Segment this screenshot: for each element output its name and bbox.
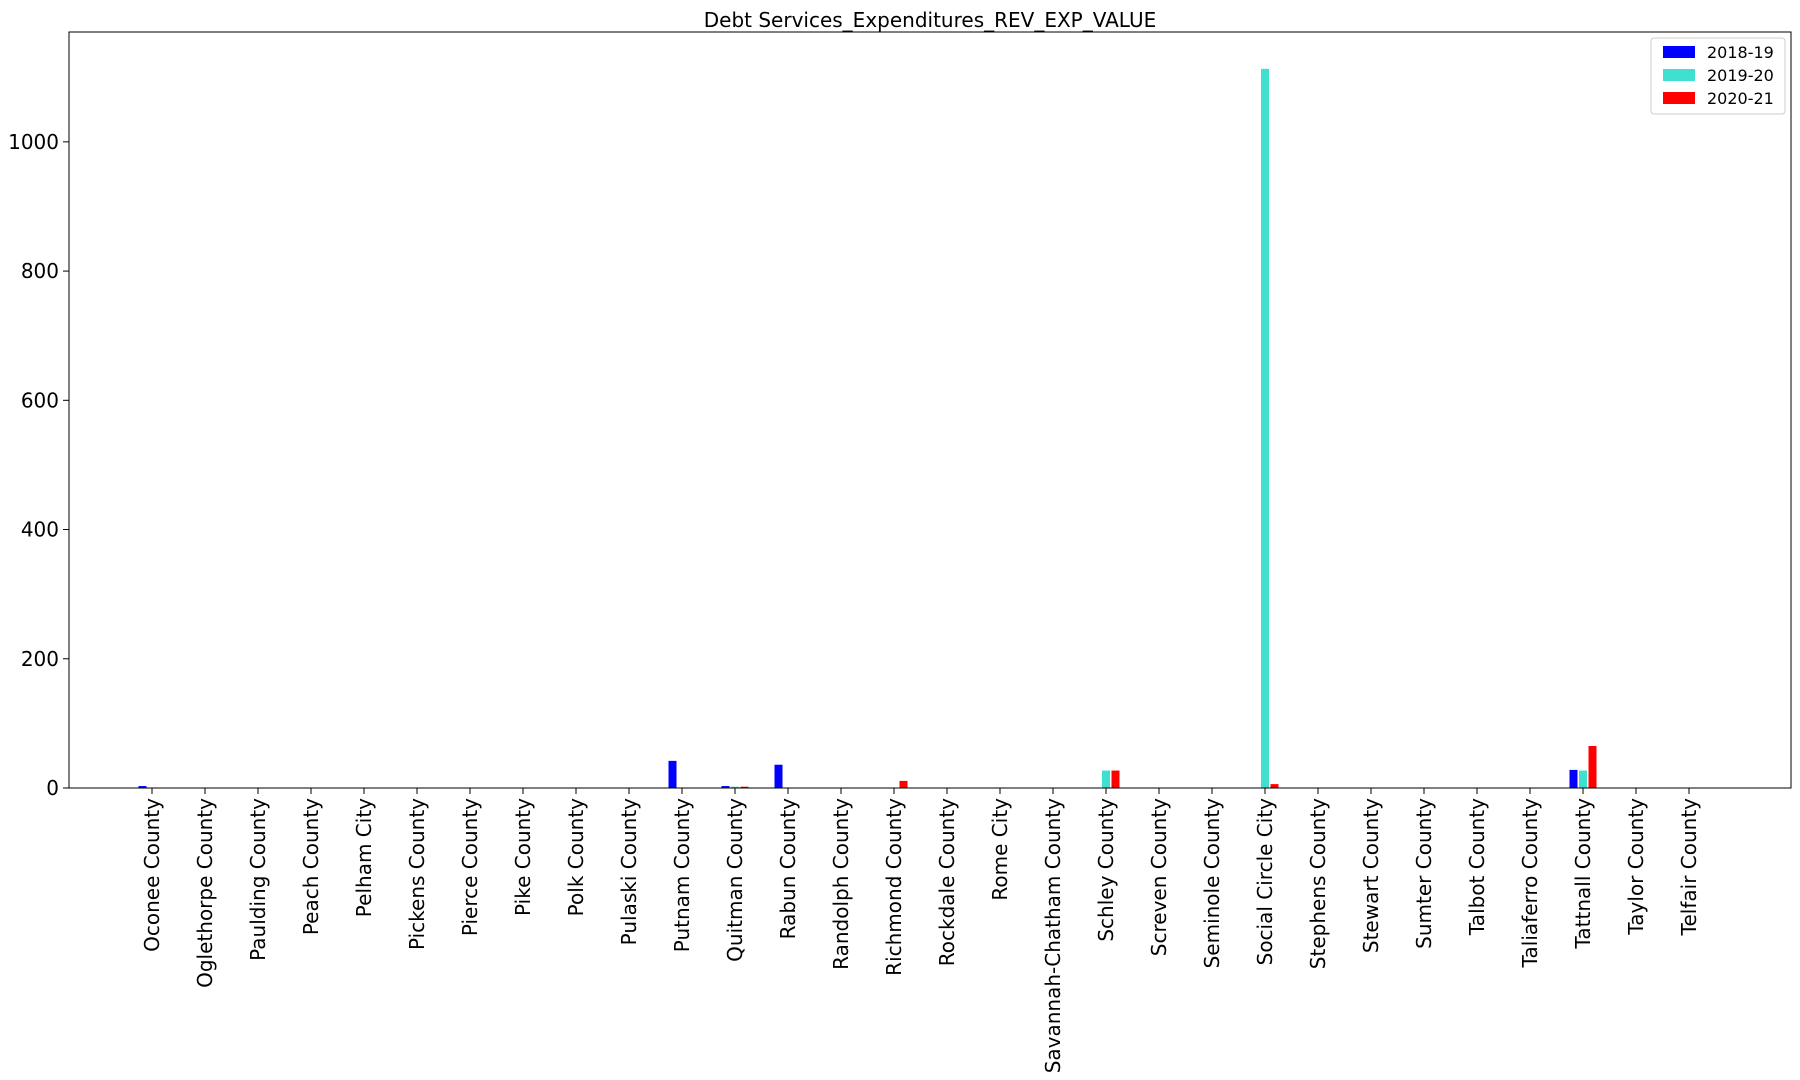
legend-swatch xyxy=(1663,46,1695,58)
legend: 2018-19 2019-20 2020-21 xyxy=(1650,37,1786,115)
chart-title: Debt Services_Expenditures_REV_EXP_VALUE xyxy=(704,8,1156,32)
legend-label: 2019-20 xyxy=(1707,66,1774,85)
x-tick-label: Pike County xyxy=(511,798,535,916)
bar-2018-19-tattnall-county xyxy=(1569,769,1578,788)
y-tick-label: 1000 xyxy=(8,130,59,154)
x-tick-label: Tattnall County xyxy=(1571,798,1595,950)
x-tick-label: Stewart County xyxy=(1359,798,1383,953)
x-tick-label: Paulding County xyxy=(246,798,270,961)
bar-2019-20-quitman-county xyxy=(731,786,739,788)
bar-2018-19-rabun-county xyxy=(774,764,783,788)
x-tick-label: Polk County xyxy=(564,798,588,916)
bar-2018-19-putnam-county xyxy=(668,760,677,788)
x-tick-label: Pickens County xyxy=(405,798,429,950)
x-tick-label: Talbot County xyxy=(1465,798,1489,936)
bar-2018-19-oconee-county xyxy=(138,786,147,788)
bars-group xyxy=(138,68,1597,788)
bar-2020-21-richmond-county xyxy=(899,780,908,788)
x-tick-label: Oconee County xyxy=(140,798,164,952)
y-axis: 0 200 400 600 800 1000 xyxy=(8,130,69,800)
x-tick-label: Pierce County xyxy=(458,798,482,936)
x-tick-label: Savannah-Chatham County xyxy=(1041,798,1065,1073)
x-tick-label: Richmond County xyxy=(882,798,906,976)
x-tick-label: Rockdale County xyxy=(935,798,959,966)
legend-label: 2020-21 xyxy=(1707,89,1774,108)
x-tick-label: Quitman County xyxy=(723,798,747,962)
x-tick-label: Screven County xyxy=(1147,798,1171,956)
bar-2020-21-schley-county xyxy=(1111,770,1120,788)
y-tick-label: 800 xyxy=(21,259,59,283)
bar-2020-21-tattnall-county xyxy=(1588,746,1597,788)
legend-swatch xyxy=(1663,69,1695,81)
y-tick-label: 600 xyxy=(21,388,59,412)
x-tick-label: Taliaferro County xyxy=(1518,798,1542,969)
x-tick-label: Seminole County xyxy=(1200,798,1224,969)
x-tick-label: Schley County xyxy=(1094,798,1118,942)
bar-2019-20-schley-county xyxy=(1102,770,1110,788)
x-tick-label: Oglethorpe County xyxy=(193,798,217,988)
x-tick-label: Pelham City xyxy=(352,798,376,917)
x-tick-label: Rabun County xyxy=(776,798,800,940)
bar-2018-19-quitman-county xyxy=(721,786,730,788)
legend-label: 2018-19 xyxy=(1707,43,1774,62)
x-tick-label: Randolph County xyxy=(829,798,853,970)
x-tick-label: Peach County xyxy=(299,798,323,935)
bar-2019-20-tattnall-county xyxy=(1579,770,1587,788)
y-tick-label: 200 xyxy=(21,647,59,671)
x-tick-label: Sumter County xyxy=(1412,798,1436,949)
bar-2020-21-quitman-county xyxy=(740,786,749,788)
x-tick-label: Social Circle City xyxy=(1253,798,1277,966)
legend-swatch xyxy=(1663,92,1695,104)
y-tick-label: 0 xyxy=(46,776,59,800)
bar-2020-21-social-circle-city xyxy=(1270,784,1279,788)
x-tick-label: Telfair County xyxy=(1677,798,1701,937)
y-tick-label: 400 xyxy=(21,518,59,542)
bar-2019-20-social-circle-city xyxy=(1261,68,1269,788)
x-tick-label: Putnam County xyxy=(670,798,694,952)
x-axis: Oconee County Oglethorpe County Paulding C… xyxy=(140,788,1701,1073)
plot-frame xyxy=(68,31,1792,789)
x-tick-label: Pulaski County xyxy=(617,798,641,946)
x-tick-label: Stephens County xyxy=(1306,798,1330,969)
x-tick-label: Taylor County xyxy=(1624,798,1648,936)
x-tick-label: Rome City xyxy=(988,798,1012,901)
